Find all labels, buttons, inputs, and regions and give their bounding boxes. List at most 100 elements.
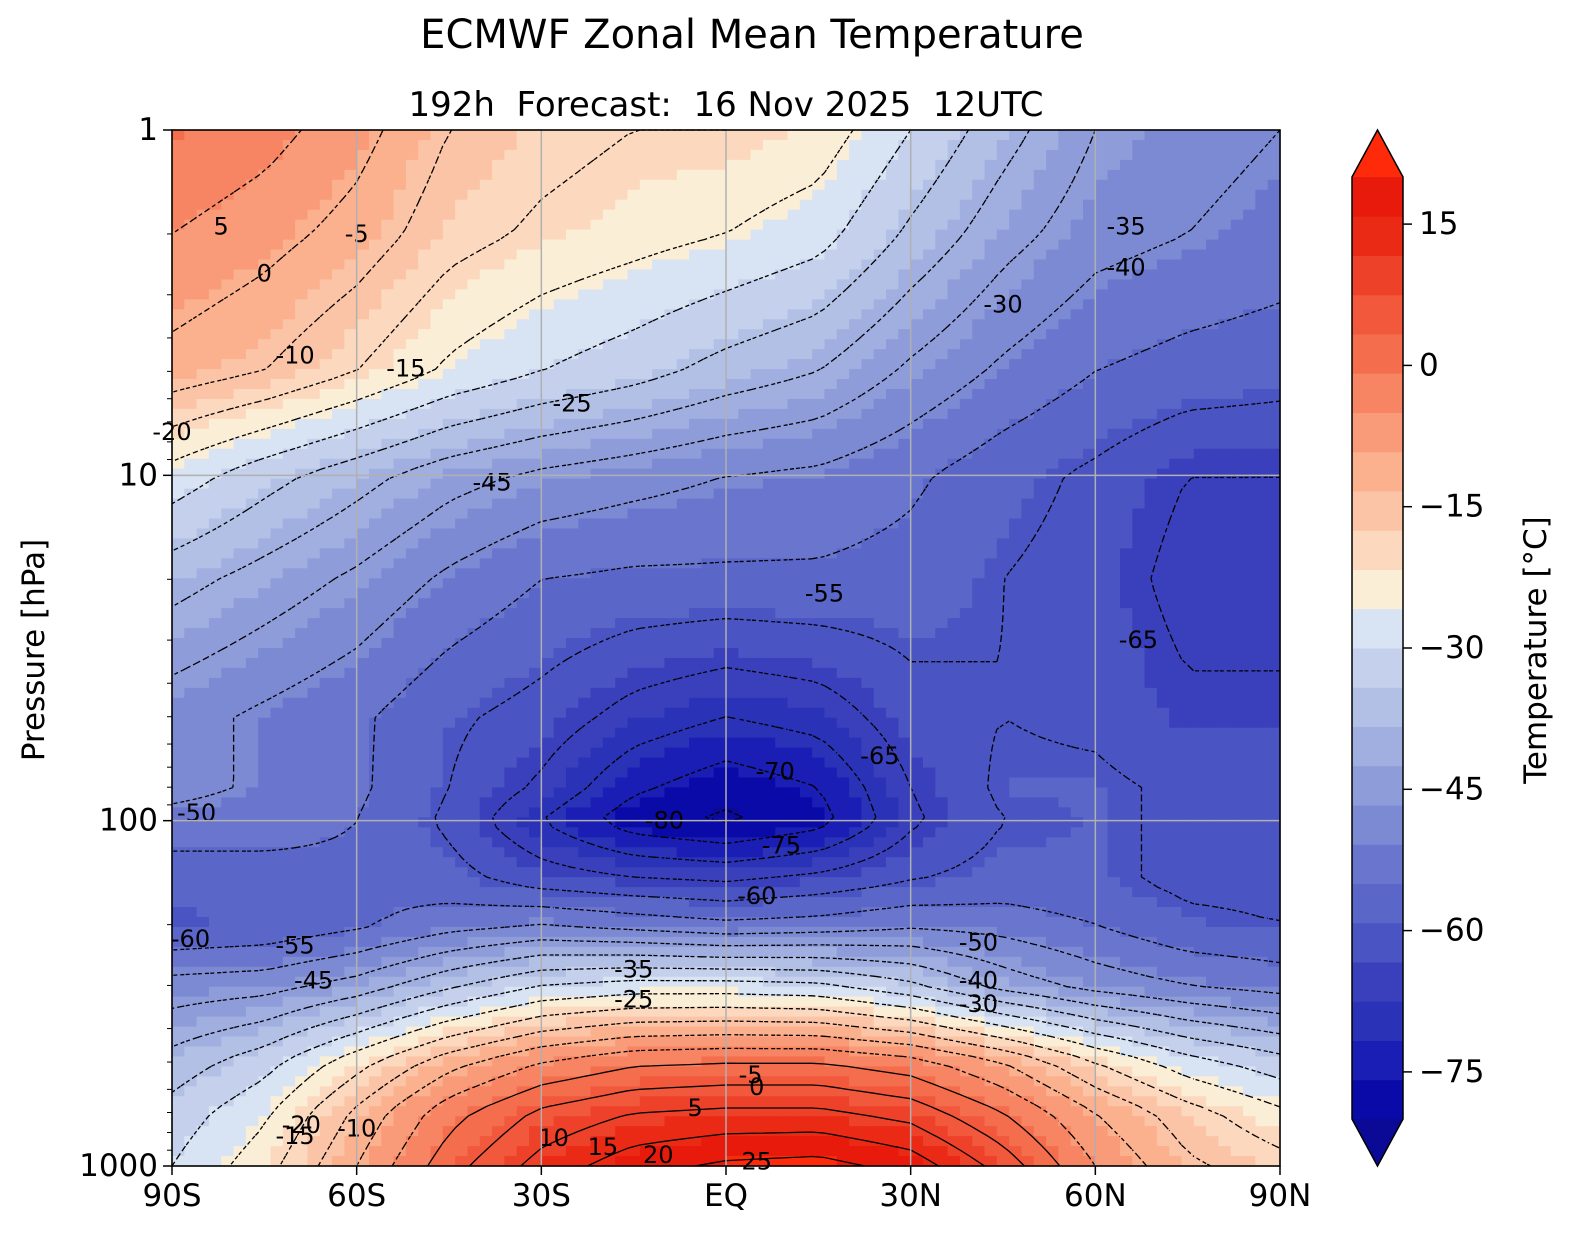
temperature-cell [726,677,739,689]
temperature-cell [922,279,936,290]
temperature-cell [1230,289,1244,300]
temperature-cell [479,149,493,161]
temperature-cell [898,458,912,470]
temperature-cell [368,408,382,420]
temperature-cell [1230,578,1244,589]
temperature-cell [393,139,407,151]
temperature-cell [565,369,579,380]
temperature-cell [787,648,801,659]
temperature-cell [639,169,653,181]
temperature-cell [676,608,690,619]
temperature-cell [1156,289,1170,300]
temperature-cell [701,548,715,559]
temperature-cell [1255,389,1269,400]
temperature-cell [381,229,395,241]
temperature-cell [1193,488,1207,500]
temperature-cell [836,448,850,460]
temperature-cell [479,638,493,649]
temperature-cell [959,558,973,569]
temperature-cell [479,329,493,340]
temperature-cell [726,528,739,540]
temperature-cell [270,149,284,161]
temperature-cell [430,189,444,201]
temperature-cell [344,269,358,281]
temperature-cell [824,398,838,410]
temperature-cell [1009,648,1023,659]
temperature-cell [1009,448,1023,460]
temperature-cell [1119,279,1133,290]
temperature-cell [1193,389,1207,400]
temperature-cell [639,389,653,400]
temperature-cell [196,488,210,500]
temperature-cell [1046,279,1059,290]
temperature-cell [984,458,998,470]
temperature-cell [935,488,949,500]
temperature-cell [762,369,776,380]
temperature-cell [442,389,456,400]
temperature-cell [368,657,382,669]
temperature-cell [1230,398,1244,410]
temperature-cell [738,279,752,290]
temperature-cell [393,209,407,221]
temperature-cell [565,309,579,320]
temperature-cell [922,488,936,500]
temperature-cell [1144,299,1158,310]
temperature-cell [565,588,579,599]
temperature-cell [1156,638,1170,649]
temperature-cell [541,478,555,490]
temperature-cell [529,588,542,599]
temperature-cell [184,398,198,410]
temperature-cell [492,229,505,241]
temperature-cell [750,478,764,490]
temperature-cell [1169,229,1183,241]
temperature-cell [701,667,715,679]
temperature-cell [208,189,222,201]
temperature-cell [1230,239,1244,251]
temperature-cell [1255,319,1269,330]
temperature-cell [639,219,653,231]
temperature-cell [1058,229,1072,241]
temperature-cell [1156,648,1170,659]
temperature-cell [553,578,567,589]
temperature-cell [516,319,530,330]
temperature-cell [775,169,789,181]
temperature-cell [1243,299,1256,310]
temperature-cell [492,628,505,639]
temperature-cell [270,389,284,400]
temperature-cell [565,528,579,540]
temperature-cell [762,339,776,350]
temperature-cell [172,458,185,470]
temperature-cell [898,598,912,609]
temperature-cell [319,418,333,430]
temperature-cell [258,488,272,500]
temperature-cell [344,199,358,211]
temperature-cell [652,299,666,310]
temperature-cell [1070,269,1084,281]
temperature-cell [245,558,259,569]
temperature-cell [935,179,949,191]
temperature-cell [664,558,678,569]
temperature-cell [295,458,309,470]
temperature-cell [676,518,690,530]
temperature-cell [1181,369,1195,380]
temperature-cell [270,478,284,490]
temperature-cell [775,319,789,330]
temperature-cell [652,558,666,569]
temperature-cell [1255,229,1269,241]
temperature-cell [529,548,542,559]
temperature-cell [393,269,407,281]
temperature-cell [861,359,875,370]
temperature-cell [602,349,616,360]
temperature-cell [1218,568,1232,579]
temperature-cell [233,528,247,540]
temperature-cell [578,169,592,181]
temperature-cell [479,289,493,300]
temperature-cell [775,159,789,171]
temperature-cell [1033,418,1047,430]
temperature-cell [824,249,838,261]
temperature-cell [1230,598,1244,609]
temperature-cell [898,179,912,191]
temperature-cell [1169,538,1183,549]
temperature-cell [196,139,210,151]
temperature-cell [959,428,973,440]
